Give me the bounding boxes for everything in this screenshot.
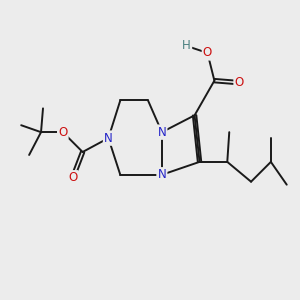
Text: N: N [158,126,166,139]
Text: N: N [104,132,113,145]
Text: O: O [235,76,244,89]
Text: H: H [182,40,191,52]
Text: O: O [203,46,212,59]
Text: N: N [158,168,166,181]
Text: O: O [68,171,77,184]
Text: O: O [58,126,68,139]
